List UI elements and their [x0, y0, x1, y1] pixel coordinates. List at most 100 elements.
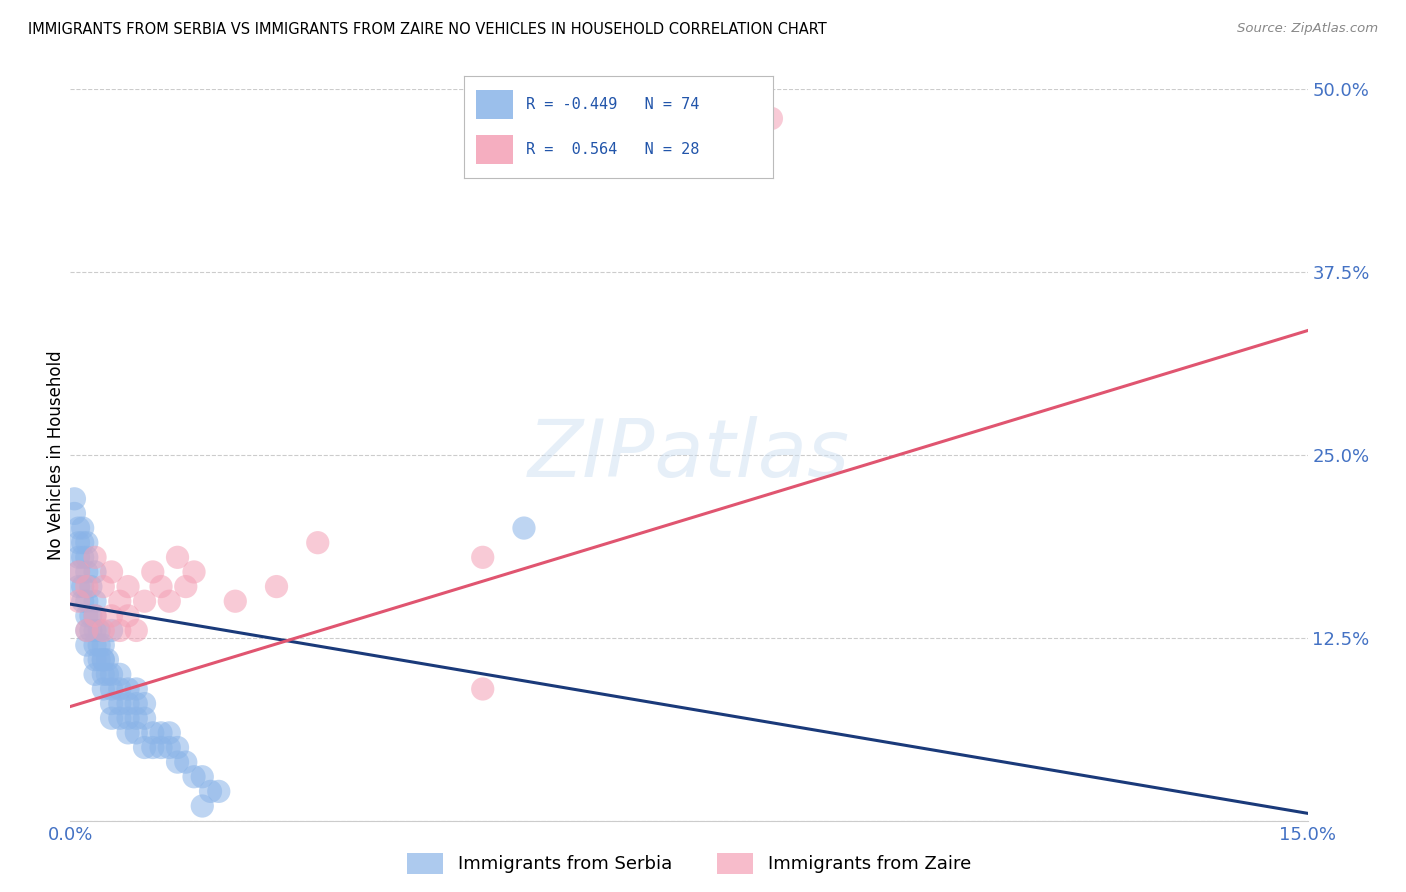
Point [117, 608, 139, 623]
Point [174, 580, 197, 594]
Point [183, 770, 205, 784]
Point [84, 638, 107, 652]
Point [76, 638, 98, 652]
Point [91, 667, 114, 681]
Point [84, 667, 107, 681]
Point [96, 653, 118, 667]
Point [84, 594, 107, 608]
Point [471, 550, 494, 565]
Point [80, 624, 103, 638]
Point [63, 507, 86, 521]
Point [100, 697, 122, 711]
Point [108, 594, 131, 608]
Point [84, 624, 107, 638]
Point [266, 580, 288, 594]
Text: ZIPatlas: ZIPatlas [527, 416, 851, 494]
Point [72, 550, 94, 565]
Point [142, 740, 165, 755]
Point [174, 755, 197, 769]
Point [89, 624, 111, 638]
Point [76, 550, 98, 565]
Point [125, 681, 148, 696]
Point [471, 681, 494, 696]
Point [150, 580, 173, 594]
Point [100, 711, 122, 725]
Point [761, 112, 783, 126]
Point [125, 624, 148, 638]
Point [76, 608, 98, 623]
Point [76, 594, 98, 608]
Point [67, 594, 90, 608]
Point [134, 740, 156, 755]
Text: Source: ZipAtlas.com: Source: ZipAtlas.com [1237, 22, 1378, 36]
Point [125, 726, 148, 740]
Point [100, 667, 122, 681]
Text: R = -0.449   N = 74: R = -0.449 N = 74 [526, 97, 699, 112]
Point [89, 638, 111, 652]
Point [125, 697, 148, 711]
Point [125, 711, 148, 725]
Bar [477, 136, 513, 164]
Point [84, 608, 107, 623]
Point [117, 697, 139, 711]
Point [157, 726, 180, 740]
Point [108, 667, 131, 681]
Point [67, 565, 90, 579]
Point [134, 594, 156, 608]
Point [117, 580, 139, 594]
Point [63, 491, 86, 506]
Point [200, 784, 222, 798]
Point [91, 638, 114, 652]
Y-axis label: No Vehicles in Household: No Vehicles in Household [48, 350, 66, 560]
Point [108, 681, 131, 696]
Point [150, 740, 173, 755]
Point [67, 550, 90, 565]
Point [91, 624, 114, 638]
Point [76, 535, 98, 549]
Point [108, 624, 131, 638]
Legend: Immigrants from Serbia, Immigrants from Zaire: Immigrants from Serbia, Immigrants from … [399, 846, 979, 881]
Point [84, 565, 107, 579]
Point [134, 697, 156, 711]
Point [89, 653, 111, 667]
Point [108, 711, 131, 725]
Point [117, 711, 139, 725]
Point [191, 770, 214, 784]
Point [72, 521, 94, 535]
Point [72, 580, 94, 594]
Point [100, 565, 122, 579]
Point [142, 565, 165, 579]
Point [307, 535, 329, 549]
Point [166, 755, 188, 769]
Point [157, 594, 180, 608]
Point [191, 799, 214, 814]
Point [76, 624, 98, 638]
Point [67, 521, 90, 535]
Point [67, 580, 90, 594]
Point [91, 653, 114, 667]
Point [80, 608, 103, 623]
Point [72, 535, 94, 549]
Point [76, 565, 98, 579]
Point [84, 550, 107, 565]
Point [117, 681, 139, 696]
Text: R =  0.564   N = 28: R = 0.564 N = 28 [526, 142, 699, 157]
Point [80, 580, 103, 594]
Point [96, 667, 118, 681]
Point [142, 726, 165, 740]
Point [67, 565, 90, 579]
Bar [477, 90, 513, 119]
Point [183, 565, 205, 579]
Point [91, 681, 114, 696]
Point [208, 784, 231, 798]
Point [100, 624, 122, 638]
Point [84, 653, 107, 667]
Point [166, 550, 188, 565]
Point [91, 653, 114, 667]
Point [76, 624, 98, 638]
Point [157, 740, 180, 755]
Point [100, 608, 122, 623]
Point [134, 711, 156, 725]
Point [150, 726, 173, 740]
Point [166, 740, 188, 755]
